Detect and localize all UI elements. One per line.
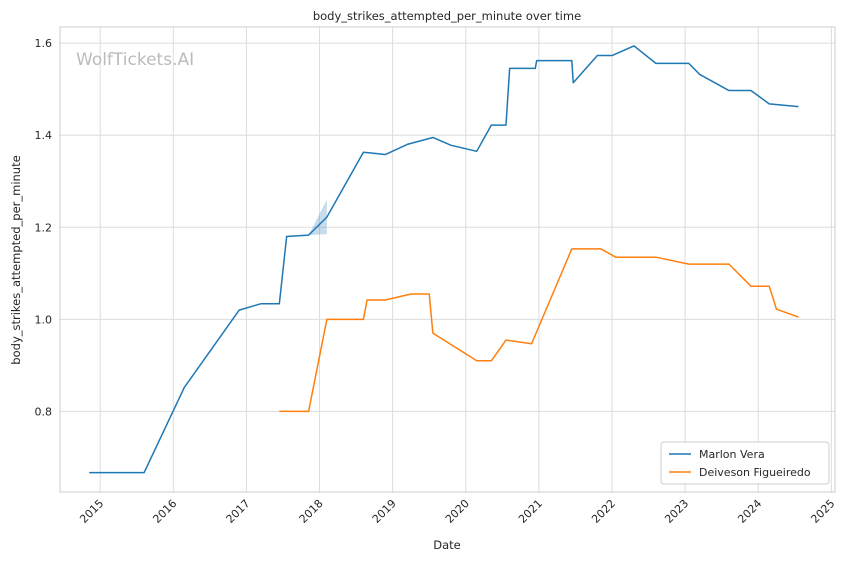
gridlines <box>60 27 835 492</box>
x-tick-labels: 2015 2016 2017 2018 2019 2020 2021 2022 2023 2024… <box>77 497 837 526</box>
x-tick-label: 2021 <box>516 497 545 526</box>
x-tick-label: 2022 <box>589 497 618 526</box>
x-tick-label: 2015 <box>77 497 106 526</box>
uncertainty-band <box>308 199 327 236</box>
x-tick-label: 2023 <box>662 497 691 526</box>
x-axis-label: Date <box>433 538 461 552</box>
x-tick-label: 2019 <box>370 497 399 526</box>
x-tick-label: 2024 <box>735 497 764 526</box>
y-tick-label: 1.6 <box>35 37 53 50</box>
y-tick-label: 1.0 <box>35 313 53 326</box>
confidence-band <box>308 199 327 236</box>
y-tick-label: 1.2 <box>35 221 53 234</box>
legend-label: Marlon Vera <box>699 448 765 461</box>
series-line-deiveson-figueiredo <box>279 248 799 413</box>
y-tick-label: 1.4 <box>35 129 53 142</box>
series-lines <box>89 45 799 474</box>
legend: Marlon Vera Deiveson Figueiredo <box>660 441 830 485</box>
x-tick-label: 2016 <box>150 497 179 526</box>
x-tick-label: 2020 <box>443 497 472 526</box>
legend-label: Deiveson Figueiredo <box>699 466 811 479</box>
series-line-marlon-vera <box>89 45 799 474</box>
x-tick-label: 2025 <box>808 497 837 526</box>
y-axis-label: body_strikes_attempted_per_minute <box>9 155 23 364</box>
legend-box <box>660 441 830 485</box>
x-tick-label: 2017 <box>224 497 253 526</box>
y-tick-labels: 0.8 1.0 1.2 1.4 1.6 <box>35 37 53 418</box>
watermark: WolfTickets.AI <box>76 50 194 70</box>
x-tick-label: 2018 <box>297 497 326 526</box>
plot-background <box>60 27 835 492</box>
y-tick-label: 0.8 <box>35 405 53 418</box>
plot-frame <box>59 26 836 493</box>
chart-title: body_strikes_attempted_per_minute over t… <box>313 9 581 23</box>
